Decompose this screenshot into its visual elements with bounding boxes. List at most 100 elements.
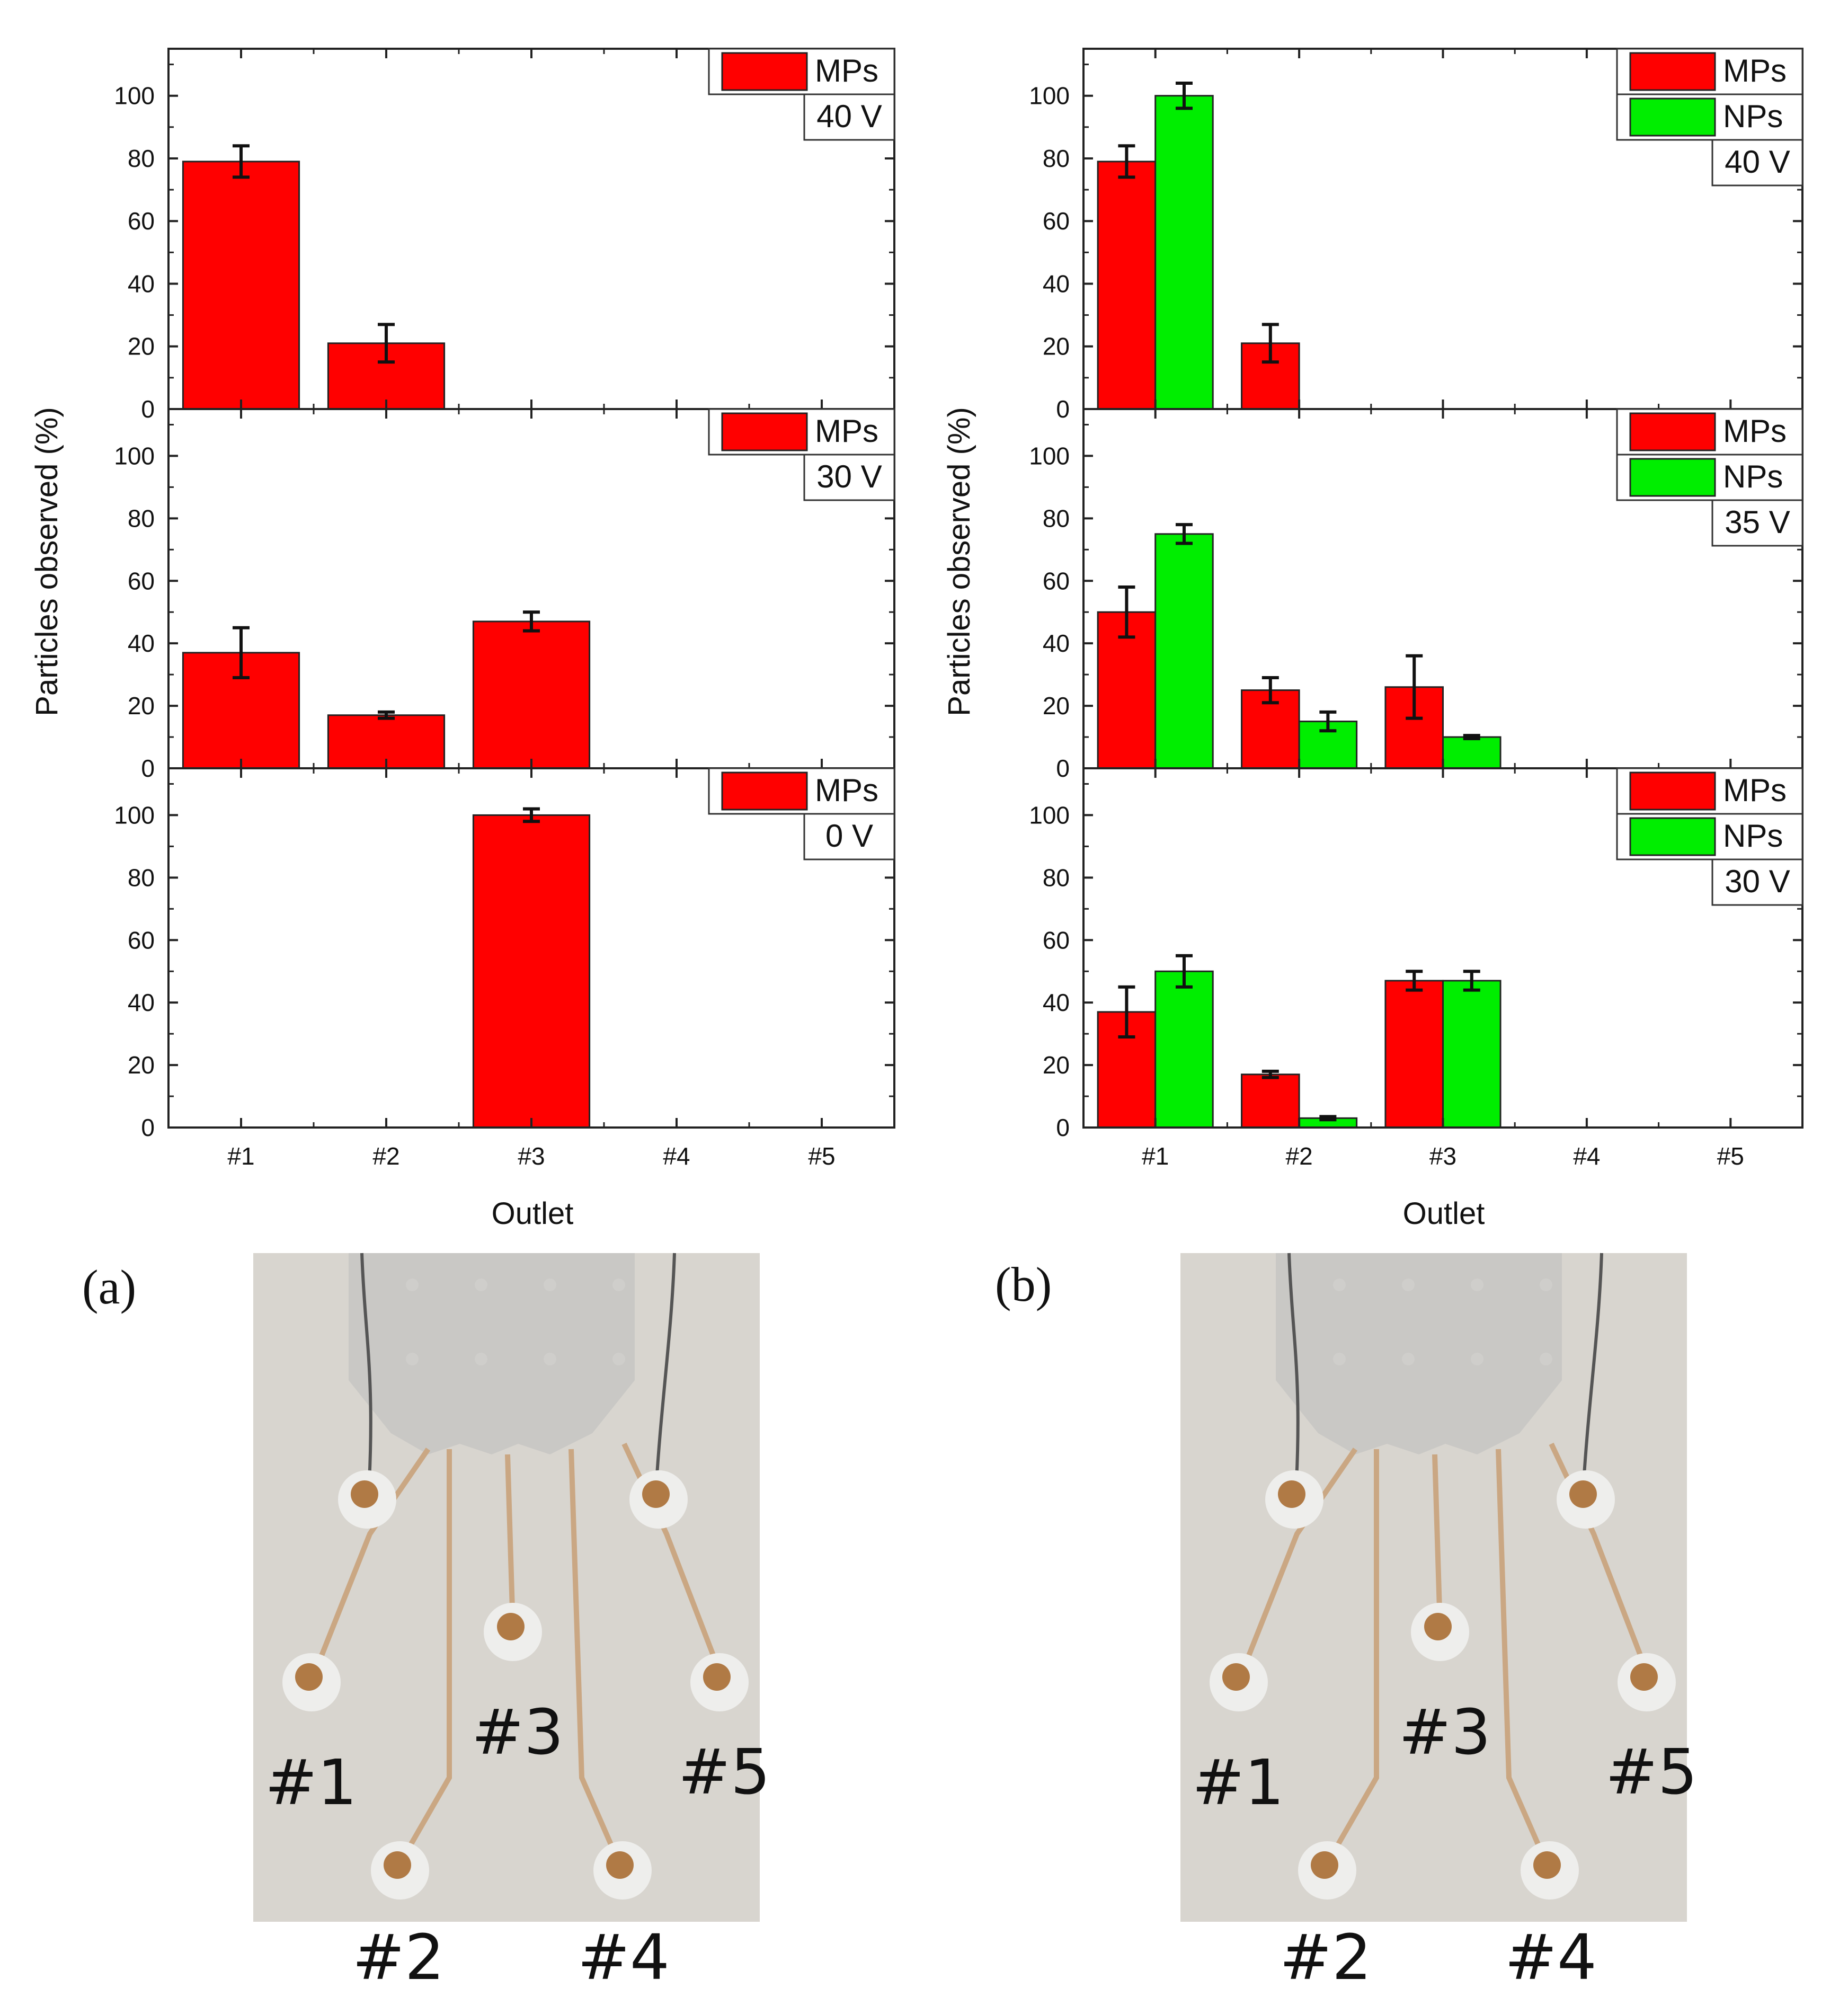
legend-label-mps: MPs <box>1723 413 1787 449</box>
outlet-well-4 <box>606 1851 634 1879</box>
device-photo-b <box>1180 1253 1687 1922</box>
voltage-label: 30 V <box>1725 864 1790 899</box>
y-tick-label: 60 <box>128 207 155 235</box>
inlet-well <box>475 1353 487 1365</box>
photo-b-label-outlet-3: #3 <box>1399 1696 1491 1769</box>
y-tick-label: 40 <box>128 270 155 297</box>
outlet-well-2 <box>1311 1851 1338 1879</box>
y-tick-label: 60 <box>128 567 155 594</box>
channel-outlet-5 <box>621 1442 723 1675</box>
inlet-wells <box>1333 1279 1552 1365</box>
x-tick-label-outlet-1: #1 <box>227 1142 254 1170</box>
legend: MPs 40 V <box>708 48 895 141</box>
wire-left <box>1287 1253 1300 1492</box>
voltage-box <box>803 454 895 501</box>
chart-panel-a-0v: 0 20 40 60 80 100 #1 #2 #3 #4 #5 MPs 0 V <box>114 767 895 1170</box>
y-tick-label: 80 <box>128 864 155 891</box>
voltage-label: 35 V <box>1725 504 1790 540</box>
outlet-well-3 <box>497 1613 525 1640</box>
inlet-well <box>1402 1353 1415 1365</box>
bar-mps-outlet-1 <box>182 161 300 410</box>
inlet-well <box>475 1279 487 1291</box>
bar-nps-outlet-1 <box>1154 970 1214 1129</box>
y-tick-label: 100 <box>1029 82 1070 110</box>
legend-label-mps: MPs <box>1723 53 1787 88</box>
x-axis-title-a: Outlet <box>492 1196 574 1231</box>
chip-body <box>349 1253 635 1454</box>
inlet-well <box>544 1279 556 1291</box>
legend-swatch-mps <box>1629 412 1716 451</box>
wire-right <box>1582 1253 1603 1492</box>
legend-swatch-mps <box>721 771 808 811</box>
photo-b-label-outlet-5: #5 <box>1605 1735 1698 1808</box>
inlet-well <box>1333 1279 1346 1291</box>
outlet-well-5 <box>1630 1663 1658 1691</box>
electrode-well <box>1278 1480 1305 1508</box>
channel-outlet-5 <box>1549 1442 1650 1675</box>
legend-label-nps: NPs <box>1723 818 1783 854</box>
bar-mps-outlet-3 <box>472 814 591 1129</box>
channel-outlet-1 <box>312 1448 431 1675</box>
inlet-well <box>1471 1353 1483 1365</box>
y-tick-label: 60 <box>128 926 155 954</box>
panel-label-a: (a) <box>82 1260 136 1314</box>
x-tick-label-outlet-3: #3 <box>518 1142 545 1170</box>
photo-b-label-outlet-4: #4 <box>1505 1921 1597 1994</box>
outlet-well-5 <box>703 1663 731 1691</box>
y-tick-label: 20 <box>1043 1051 1070 1079</box>
chart-panel-a-40v: 0 20 40 60 80 100 MPs 40 V <box>114 48 895 423</box>
photo-a-label-outlet-5: #5 <box>678 1735 770 1808</box>
chart-panel-b-35v: 0 20 40 60 80 100 MPs NPs 35 V <box>1029 408 1803 782</box>
y-tick-label: 80 <box>1043 145 1070 172</box>
y-tick-label: 80 <box>128 145 155 172</box>
electrode-well <box>642 1480 670 1508</box>
photo-a-label-outlet-1: #1 <box>265 1746 357 1819</box>
photo-a-label-outlet-3: #3 <box>472 1696 564 1769</box>
y-tick-label: 20 <box>128 1051 155 1079</box>
y-tick-label: 100 <box>114 442 155 469</box>
y-axis-title-b: Particles observed (%) <box>942 407 976 716</box>
legend: MPs 0 V <box>708 767 895 860</box>
inlet-well <box>544 1353 556 1365</box>
inlet-well <box>1402 1279 1415 1291</box>
y-tick-label: 100 <box>114 801 155 829</box>
y-tick-label: 100 <box>1029 801 1070 829</box>
legend: MPs NPs 30 V <box>1616 767 1803 906</box>
bar-mps-outlet-1 <box>1097 161 1157 410</box>
photo-b-label-outlet-2: #2 <box>1280 1921 1372 1994</box>
y-tick-label: 100 <box>1029 442 1070 469</box>
bar-mps-outlet-3 <box>1384 980 1444 1129</box>
legend-swatch-mps <box>1629 771 1716 811</box>
legend-label-mps: MPs <box>815 413 878 449</box>
electrode-wells <box>338 1470 688 1529</box>
y-tick-label: 0 <box>141 395 155 423</box>
inlet-well <box>612 1279 625 1291</box>
electrode-well <box>1569 1480 1597 1508</box>
channel-outlet-4 <box>568 1449 621 1864</box>
inlet-well <box>1333 1353 1346 1365</box>
x-tick-label-outlet-3: #3 <box>1429 1142 1456 1170</box>
legend-swatch-mps <box>1629 52 1716 91</box>
x-tick-label-outlet-5: #5 <box>808 1142 835 1170</box>
channel-outlet-1 <box>1239 1448 1358 1675</box>
chart-column-a: 0 20 40 60 80 100 MPs 40 V 0 20 40 60 80 100 MPs 30 V 0 2… <box>114 48 895 1170</box>
channel-outlet-3 <box>1432 1454 1443 1627</box>
legend: MPs NPs 40 V <box>1616 48 1803 187</box>
inlet-well <box>1540 1353 1552 1365</box>
y-tick-label: 0 <box>1056 395 1070 423</box>
legend-swatch-nps <box>1629 97 1716 137</box>
photo-a-label-outlet-2: #2 <box>352 1921 445 1994</box>
legend: MPs 30 V <box>708 408 895 501</box>
legend-swatch-nps <box>1629 817 1716 856</box>
legend-label-mps: MPs <box>815 53 878 88</box>
voltage-label: 30 V <box>816 459 882 494</box>
inlet-well <box>1540 1279 1552 1291</box>
legend: MPs NPs 35 V <box>1616 408 1803 547</box>
outlet-wells <box>282 1603 749 1900</box>
channel-outlet-2 <box>398 1449 452 1864</box>
electrode-well <box>351 1480 378 1508</box>
outlet-wells <box>1210 1603 1676 1900</box>
x-tick-label-outlet-5: #5 <box>1717 1142 1744 1170</box>
x-tick-label-outlet-2: #2 <box>1286 1142 1313 1170</box>
outlet-well-1 <box>295 1663 323 1691</box>
